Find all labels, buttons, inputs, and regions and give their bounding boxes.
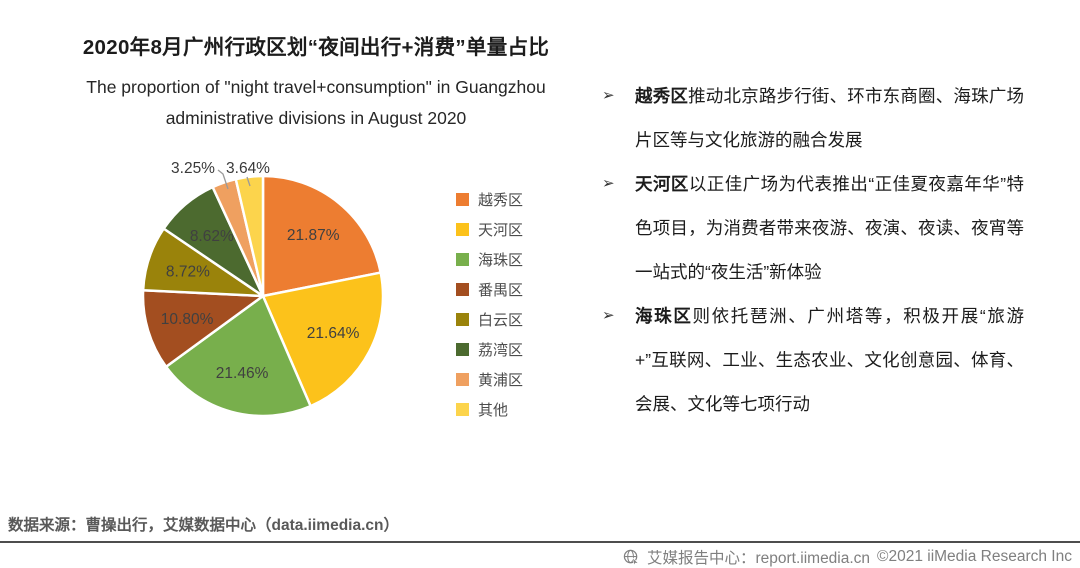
source-note: 数据来源：曹操出行，艾媒数据中心（data.iimedia.cn） (8, 517, 399, 534)
pie-slice (141, 288, 265, 368)
legend-label: 荔湾区 (478, 341, 524, 359)
insight-text: 推动北京路步行街、环市东商圈、海珠广场片区等与文化旅游的融合发展 (635, 86, 1025, 150)
legend-item: 黄浦区 (456, 364, 523, 394)
pie-chart-svg: 21.87% 21.64% 21.46% 10.80% 8.72% 8.62% 3.25% 3… (141, 160, 385, 418)
chart-legend: 越秀区天河区海珠区番禺区白云区荔湾区黄浦区其他 (456, 184, 523, 424)
legend-swatch (456, 192, 469, 206)
legend-label: 海珠区 (478, 251, 524, 269)
legend-label: 其他 (478, 401, 509, 419)
insight-text: 以正佳广场为代表推出“正佳夏夜嘉年华”特色项目，为消费者带来夜游、夜演、夜读、夜… (635, 174, 1024, 282)
legend-item: 番禺区 (456, 274, 523, 304)
pie-slice (164, 294, 312, 418)
chart-subtitle: The proportion of "night travel+consumpt… (0, 72, 632, 134)
legend-item: 其他 (456, 394, 523, 424)
insights-list: ➢ 越秀区推动北京路步行街、环市东商圈、海珠广场片区等与文化旅游的融合发展 ➢ 天河区… (602, 74, 1024, 426)
insight-text: 则依托琶洲、广州塔等，积极开展“旅游+”互联网、工业、生态农业、文化创意园、体育… (635, 306, 1025, 414)
legend-item: 荔湾区 (456, 334, 523, 364)
bullet-arrow-icon: ➢ (602, 307, 615, 324)
legend-swatch (456, 252, 469, 266)
pie-slice (261, 174, 382, 298)
legend-swatch (456, 402, 469, 416)
chart-title: 2020年8月广州行政区划“夜间出行+消费”单量占比 (82, 36, 550, 59)
legend-item: 白云区 (456, 304, 523, 334)
legend-swatch (456, 282, 469, 296)
chart-subtitle-line2: administrative divisions in August 2020 (165, 108, 467, 128)
pie-slice (261, 271, 385, 408)
slice-label: 8.72% (166, 263, 210, 280)
legend-label: 黄浦区 (478, 371, 524, 389)
legend-item: 海珠区 (456, 244, 523, 274)
chart-subtitle-line1: The proportion of "night travel+consumpt… (86, 77, 546, 97)
slice-outside-label: 3.25% (171, 160, 215, 177)
insight-item: ➢ 越秀区推动北京路步行街、环市东商圈、海珠广场片区等与文化旅游的融合发展 (602, 74, 1024, 162)
footer-site-label: 艾媒报告中心：report.iimedia.cn (646, 550, 871, 567)
chart-header: 2020年8月广州行政区划“夜间出行+消费”单量占比 The proportio… (0, 30, 632, 134)
pie-chart: 21.87% 21.64% 21.46% 10.80% 8.72% 8.62% 3.25% 3… (123, 136, 403, 436)
insight-lead: 海珠区 (635, 306, 693, 326)
insight-lead: 越秀区 (635, 86, 689, 106)
slice-label: 21.64% (307, 325, 360, 342)
legend-label: 越秀区 (478, 191, 524, 209)
legend-swatch (456, 222, 469, 236)
slice-label: 21.87% (287, 227, 340, 244)
footer-divider (0, 541, 1080, 543)
footer-copyright: ©2021 iiMedia Research Inc (877, 548, 1072, 565)
legend-item: 天河区 (456, 214, 523, 244)
bullet-arrow-icon: ➢ (602, 87, 615, 104)
bullet-arrow-icon: ➢ (602, 175, 615, 192)
legend-item: 越秀区 (456, 184, 523, 214)
label-leader-line (246, 176, 251, 187)
label-leader-line (217, 169, 229, 190)
slice-label: 10.80% (161, 311, 214, 328)
legend-label: 天河区 (478, 221, 524, 239)
slice-label: 8.62% (190, 228, 234, 245)
footer: 艾媒报告中心：report.iimedia.cn ©2021 iiMedia R… (623, 546, 1072, 568)
legend-label: 番禺区 (478, 281, 524, 299)
slice-label: 21.46% (216, 365, 269, 382)
legend-swatch (456, 372, 469, 386)
legend-swatch (456, 312, 469, 326)
insight-item: ➢ 海珠区则依托琶洲、广州塔等，积极开展“旅游+”互联网、工业、生态农业、文化创意… (602, 294, 1024, 426)
legend-label: 白云区 (478, 311, 524, 329)
legend-swatch (456, 342, 469, 356)
slice-outside-label: 3.64% (226, 160, 270, 177)
pie-slice (234, 174, 265, 298)
insight-lead: 天河区 (635, 174, 689, 194)
insight-item: ➢ 天河区以正佳广场为代表推出“正佳夏夜嘉年华”特色项目，为消费者带来夜游、夜演、… (602, 162, 1024, 294)
globe-icon (623, 549, 640, 566)
